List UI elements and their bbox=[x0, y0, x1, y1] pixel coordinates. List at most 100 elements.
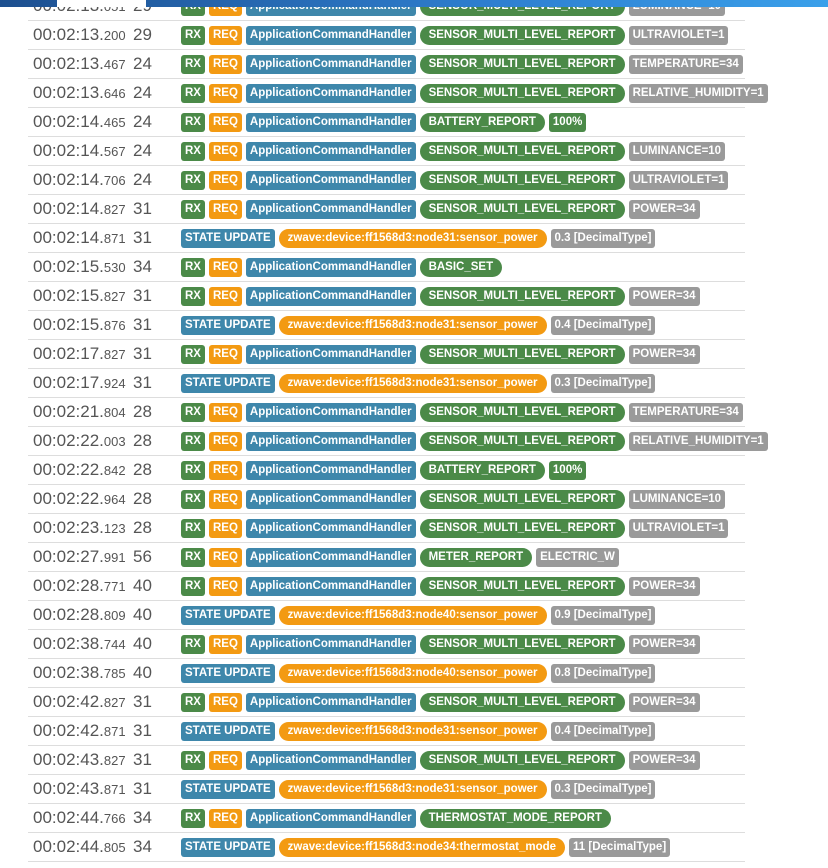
log-row[interactable]: 00:02:22.003 28 RX REQ ApplicationCommandHan… bbox=[28, 427, 768, 456]
state-update-badge: STATE UPDATE bbox=[181, 664, 275, 683]
log-row[interactable]: 00:02:15.530 34 RX REQ ApplicationCommandHan… bbox=[28, 253, 745, 282]
timestamp-seconds: 00:02:22. bbox=[33, 431, 104, 450]
node-id: 28 bbox=[133, 460, 152, 479]
timestamp-seconds: 00:02:14. bbox=[33, 170, 104, 189]
req-badge: REQ bbox=[208, 403, 242, 422]
log-row[interactable]: 00:02:38.744 40 RX REQ ApplicationCommandHan… bbox=[28, 630, 745, 659]
item-name-badge: zwave:device:ff1568d3:node31:sensor_powe… bbox=[278, 374, 547, 393]
item-name-badge: zwave:device:ff1568d3:node40:sensor_powe… bbox=[278, 606, 547, 625]
command-badge: SENSOR_MULTI_LEVEL_REPORT bbox=[419, 432, 625, 451]
log-row[interactable]: 00:02:44.805 34 STATE UPDATE zwave:device:f… bbox=[28, 833, 745, 862]
value-badge: TEMPERATURE=34 bbox=[628, 55, 743, 74]
node-id: 28 bbox=[133, 518, 152, 537]
req-badge: REQ bbox=[208, 635, 242, 654]
timestamp-seconds: 00:02:44. bbox=[33, 808, 104, 827]
timestamp-ms: 991 bbox=[103, 550, 126, 565]
value-badge: RELATIVE_HUMIDITY=1 bbox=[628, 84, 768, 103]
rx-badge: RX bbox=[181, 809, 205, 828]
log-row[interactable]: 00:02:23.123 28 RX REQ ApplicationCommandHan… bbox=[28, 514, 745, 543]
log-row[interactable]: 00:02:14.871 31 STATE UPDATE zwave:device:f… bbox=[28, 224, 745, 253]
req-badge: REQ bbox=[208, 693, 242, 712]
log-row[interactable]: 00:02:13.467 24 RX REQ ApplicationCommandHan… bbox=[28, 50, 745, 79]
timestamp: 00:02:38.785 bbox=[33, 663, 126, 683]
log-row[interactable]: 00:02:27.991 56 RX REQ ApplicationCommandHan… bbox=[28, 543, 745, 572]
timestamp-ms: 827 bbox=[103, 289, 126, 304]
handler-badge: ApplicationCommandHandler bbox=[245, 693, 416, 712]
timestamp: 00:02:14.706 bbox=[33, 170, 126, 190]
handler-badge: ApplicationCommandHandler bbox=[245, 432, 416, 451]
timestamp-seconds: 00:02:23. bbox=[33, 518, 104, 537]
log-row[interactable]: 00:02:15.876 31 STATE UPDATE zwave:device:f… bbox=[28, 311, 745, 340]
timestamp-ms: 646 bbox=[103, 86, 126, 101]
node-id: 28 bbox=[133, 431, 152, 450]
log-row[interactable]: 00:02:17.924 31 STATE UPDATE zwave:device:f… bbox=[28, 369, 745, 398]
timestamp-seconds: 00:02:43. bbox=[33, 779, 104, 798]
state-update-badge: STATE UPDATE bbox=[181, 316, 275, 335]
handler-badge: ApplicationCommandHandler bbox=[245, 84, 416, 103]
log-row[interactable]: 00:02:15.827 31 RX REQ ApplicationCommandHan… bbox=[28, 282, 745, 311]
log-row[interactable]: 00:02:43.827 31 RX REQ ApplicationCommandHan… bbox=[28, 746, 745, 775]
log-row[interactable]: 00:02:22.842 28 RX REQ ApplicationCommandHan… bbox=[28, 456, 745, 485]
value-badge: POWER=34 bbox=[628, 635, 700, 654]
value-badge: 0.4 [DecimalType] bbox=[550, 316, 656, 335]
timestamp-seconds: 00:02:28. bbox=[33, 576, 104, 595]
req-badge: REQ bbox=[208, 287, 242, 306]
command-badge: BATTERY_REPORT bbox=[419, 461, 545, 480]
item-name-badge: zwave:device:ff1568d3:node31:sensor_powe… bbox=[278, 316, 547, 335]
timestamp-seconds: 00:02:15. bbox=[33, 257, 104, 276]
timestamp: 00:02:13.646 bbox=[33, 83, 126, 103]
value-badge: POWER=34 bbox=[628, 287, 700, 306]
req-badge: REQ bbox=[208, 490, 242, 509]
timestamp-seconds: 00:02:38. bbox=[33, 663, 104, 682]
req-badge: REQ bbox=[208, 432, 242, 451]
timestamp: 00:02:17.924 bbox=[33, 373, 126, 393]
log-row[interactable]: 00:02:22.964 28 RX REQ ApplicationCommandHan… bbox=[28, 485, 745, 514]
rx-badge: RX bbox=[181, 287, 205, 306]
handler-badge: ApplicationCommandHandler bbox=[245, 55, 416, 74]
log-row[interactable]: 00:02:43.871 31 STATE UPDATE zwave:device:f… bbox=[28, 775, 745, 804]
timestamp-ms: 200 bbox=[103, 28, 126, 43]
timestamp: 00:02:23.123 bbox=[33, 518, 126, 538]
log-row[interactable]: 00:02:28.771 40 RX REQ ApplicationCommandHan… bbox=[28, 572, 745, 601]
req-badge: REQ bbox=[208, 200, 242, 219]
timestamp-ms: 871 bbox=[103, 782, 126, 797]
handler-badge: ApplicationCommandHandler bbox=[245, 200, 416, 219]
log-row[interactable]: 00:02:13.646 24 RX REQ ApplicationCommandHan… bbox=[28, 79, 768, 108]
node-id: 40 bbox=[133, 634, 152, 653]
log-row[interactable]: 00:02:42.827 31 RX REQ ApplicationCommandHan… bbox=[28, 688, 745, 717]
timestamp-seconds: 00:02:13. bbox=[33, 54, 104, 73]
header-tab[interactable] bbox=[57, 0, 146, 7]
req-badge: REQ bbox=[208, 345, 242, 364]
log-row[interactable]: 00:02:14.706 24 RX REQ ApplicationCommandHan… bbox=[28, 166, 745, 195]
log-row[interactable]: 00:02:21.804 28 RX REQ ApplicationCommandHan… bbox=[28, 398, 745, 427]
log-row[interactable]: 00:02:17.827 31 RX REQ ApplicationCommandHan… bbox=[28, 340, 745, 369]
command-badge: SENSOR_MULTI_LEVEL_REPORT bbox=[419, 403, 625, 422]
value-badge: POWER=34 bbox=[628, 345, 700, 364]
log-row[interactable]: 00:02:42.871 31 STATE UPDATE zwave:device:f… bbox=[28, 717, 745, 746]
req-badge: REQ bbox=[208, 577, 242, 596]
rx-badge: RX bbox=[181, 84, 205, 103]
req-badge: REQ bbox=[208, 171, 242, 190]
timestamp-seconds: 00:02:42. bbox=[33, 721, 104, 740]
node-id: 24 bbox=[133, 141, 152, 160]
log-list: 00:02:13.05129RXREQApplicationCommandHan… bbox=[28, 0, 768, 862]
timestamp-seconds: 00:02:14. bbox=[33, 228, 104, 247]
badge-group: RX REQ ApplicationCommandHandler BATTERY_RE… bbox=[181, 461, 587, 480]
timestamp: 00:02:13.200 bbox=[33, 25, 126, 45]
log-row[interactable]: 00:02:14.827 31 RX REQ ApplicationCommandHan… bbox=[28, 195, 745, 224]
command-badge: SENSOR_MULTI_LEVEL_REPORT bbox=[419, 200, 625, 219]
rx-badge: RX bbox=[181, 751, 205, 770]
log-row[interactable]: 00:02:14.567 24 RX REQ ApplicationCommandHan… bbox=[28, 137, 745, 166]
log-row[interactable]: 00:02:14.465 24 RX REQ ApplicationCommandHan… bbox=[28, 108, 745, 137]
value-badge: 100% bbox=[548, 113, 587, 132]
log-row[interactable]: 00:02:38.785 40 STATE UPDATE zwave:device:f… bbox=[28, 659, 745, 688]
log-row[interactable]: 00:02:13.200 29 RX REQ ApplicationCommandHan… bbox=[28, 21, 745, 50]
timestamp: 00:02:44.805 bbox=[33, 837, 126, 857]
log-row[interactable]: 00:02:28.809 40 STATE UPDATE zwave:device:f… bbox=[28, 601, 745, 630]
timestamp: 00:02:15.827 bbox=[33, 286, 126, 306]
timestamp-seconds: 00:02:14. bbox=[33, 199, 104, 218]
timestamp-ms: 809 bbox=[103, 608, 126, 623]
log-row[interactable]: 00:02:44.766 34 RX REQ ApplicationCommandHan… bbox=[28, 804, 745, 833]
badge-group: RX REQ ApplicationCommandHandler THERMOSTAT… bbox=[181, 809, 611, 828]
